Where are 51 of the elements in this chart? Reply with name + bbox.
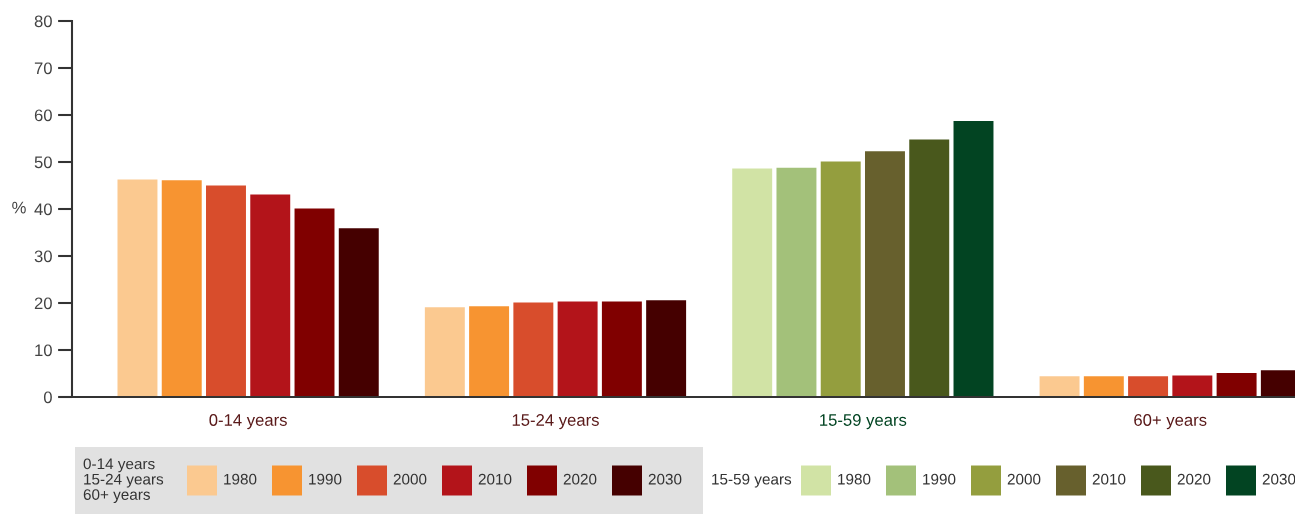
y-tick-label: 70 [34, 62, 52, 75]
text: 2030 [1262, 473, 1295, 485]
legend-label: 2010 [478, 473, 512, 485]
bar [206, 185, 246, 397]
y-tick-label: 30 [34, 250, 52, 263]
bar [294, 208, 335, 397]
bar [776, 167, 817, 397]
legend-label: 2000 [393, 473, 427, 485]
x-tick-label: 15-24 years [512, 414, 599, 430]
text: 2020 [1177, 473, 1211, 485]
x-tick-label: 15-59 years [820, 414, 907, 430]
bar [338, 228, 379, 397]
y-tick-label: 60 [34, 109, 52, 122]
x-tick-label: 60+ years [1134, 414, 1207, 430]
y-axis-title: % [12, 201, 26, 214]
bar [1128, 376, 1169, 397]
bar [1216, 373, 1257, 397]
bar [820, 161, 861, 397]
text: 1990 [923, 473, 956, 485]
legend-label: 2020 [563, 473, 597, 485]
bar [909, 139, 950, 397]
bar [865, 151, 905, 397]
bar [1172, 375, 1213, 397]
bar [953, 121, 994, 397]
y-tick-label: 20 [34, 297, 52, 310]
y-tick-label: 0 [43, 391, 52, 404]
bar [250, 194, 291, 397]
text: 0-14 years 15-24 years 60+ years [83, 458, 164, 503]
legend-label: 2030 [648, 473, 682, 485]
text: 15-59 years [712, 473, 792, 488]
bar [646, 300, 687, 397]
bar [1083, 376, 1124, 397]
bar [469, 306, 510, 397]
y-tick-label: 50 [34, 156, 52, 169]
bar [732, 168, 773, 397]
bar [513, 302, 554, 397]
x-tick-label: 0-14 years [209, 414, 287, 430]
bar [161, 180, 202, 397]
y-tick-label: 10 [35, 344, 52, 357]
bar [1039, 376, 1080, 397]
bar [117, 179, 158, 397]
text: 2010 [1092, 473, 1126, 485]
legend-label: 1990 [309, 473, 342, 485]
bar [424, 307, 465, 397]
text: 1980 [838, 473, 871, 485]
y-tick-label: 80 [34, 15, 52, 28]
bar [557, 301, 598, 397]
legend-label: 1980 [224, 473, 257, 485]
text: 2000 [1007, 473, 1041, 485]
y-tick-label: 40 [34, 203, 52, 216]
bar [601, 301, 642, 397]
